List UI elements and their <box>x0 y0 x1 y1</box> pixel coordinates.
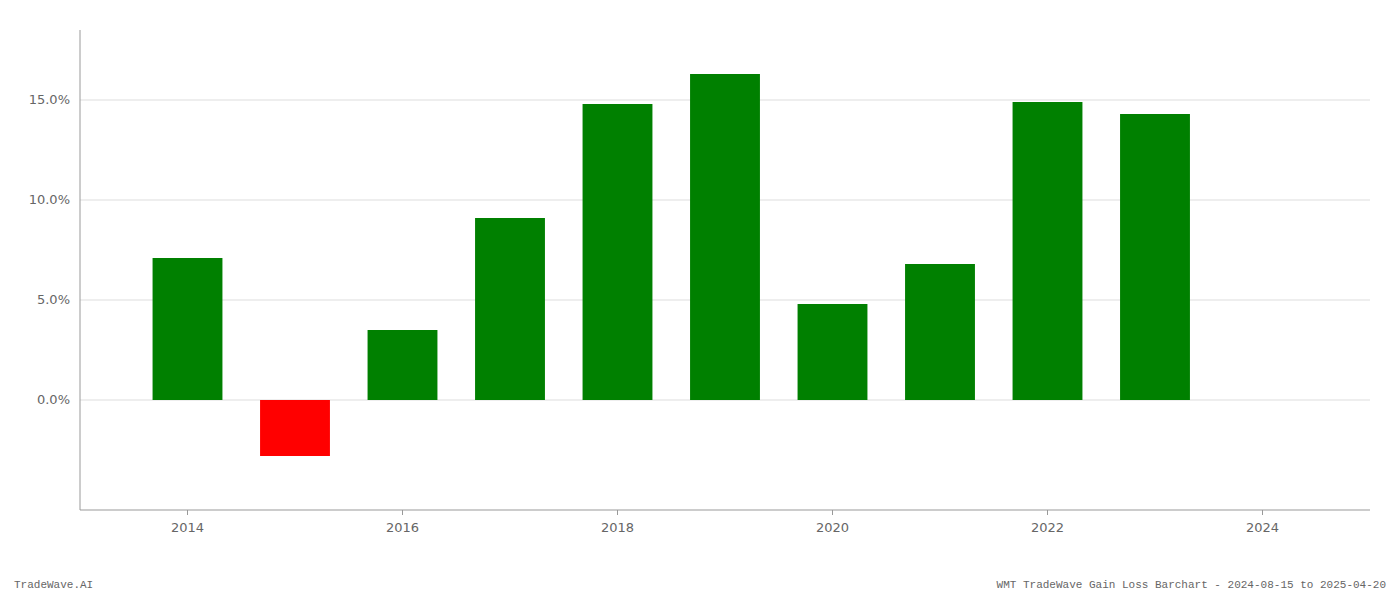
x-axis: 2014 2016 2018 2020 2022 2024 <box>80 510 1370 535</box>
x-tick <box>1047 510 1048 515</box>
x-axis-line <box>80 510 1370 511</box>
bar <box>475 218 545 400</box>
bar <box>368 330 438 400</box>
bar <box>905 264 975 400</box>
title: WMT TradeWave Gain Loss Barchart - 2024-… <box>997 579 1386 591</box>
bar <box>1013 102 1083 400</box>
x-tick-label: 2014 <box>171 520 204 535</box>
bars <box>153 74 1190 456</box>
bar <box>153 258 223 400</box>
x-tick-label: 2022 <box>1031 520 1064 535</box>
x-tick-label: 2024 <box>1246 520 1279 535</box>
x-tick-label: 2020 <box>816 520 849 535</box>
x-tick-label: 2018 <box>601 520 634 535</box>
y-tick-label: 5.0% <box>37 292 70 307</box>
x-tick <box>402 510 403 515</box>
bar <box>690 74 760 400</box>
y-tick-label: 15.0% <box>29 92 70 107</box>
x-tick <box>832 510 833 515</box>
x-tick <box>187 510 188 515</box>
annotation: TradeWave.AI <box>14 579 93 591</box>
y-axis: 0.0% 5.0% 10.0% 15.0% <box>29 30 80 510</box>
chart-container: 0.0%5.0%10.0%15.0%2014201620182020202220… <box>0 0 1400 600</box>
chart-svg: 0.0%5.0%10.0%15.0%2014201620182020202220… <box>0 0 1400 600</box>
y-tick-label: 10.0% <box>29 192 70 207</box>
y-axis-line <box>80 30 81 510</box>
bar <box>583 104 653 400</box>
x-tick-label: 2016 <box>386 520 419 535</box>
x-tick <box>617 510 618 515</box>
bar <box>798 304 868 400</box>
bar <box>1120 114 1190 400</box>
y-tick-label: 0.0% <box>37 392 70 407</box>
bar <box>260 400 330 456</box>
x-tick <box>1262 510 1263 515</box>
